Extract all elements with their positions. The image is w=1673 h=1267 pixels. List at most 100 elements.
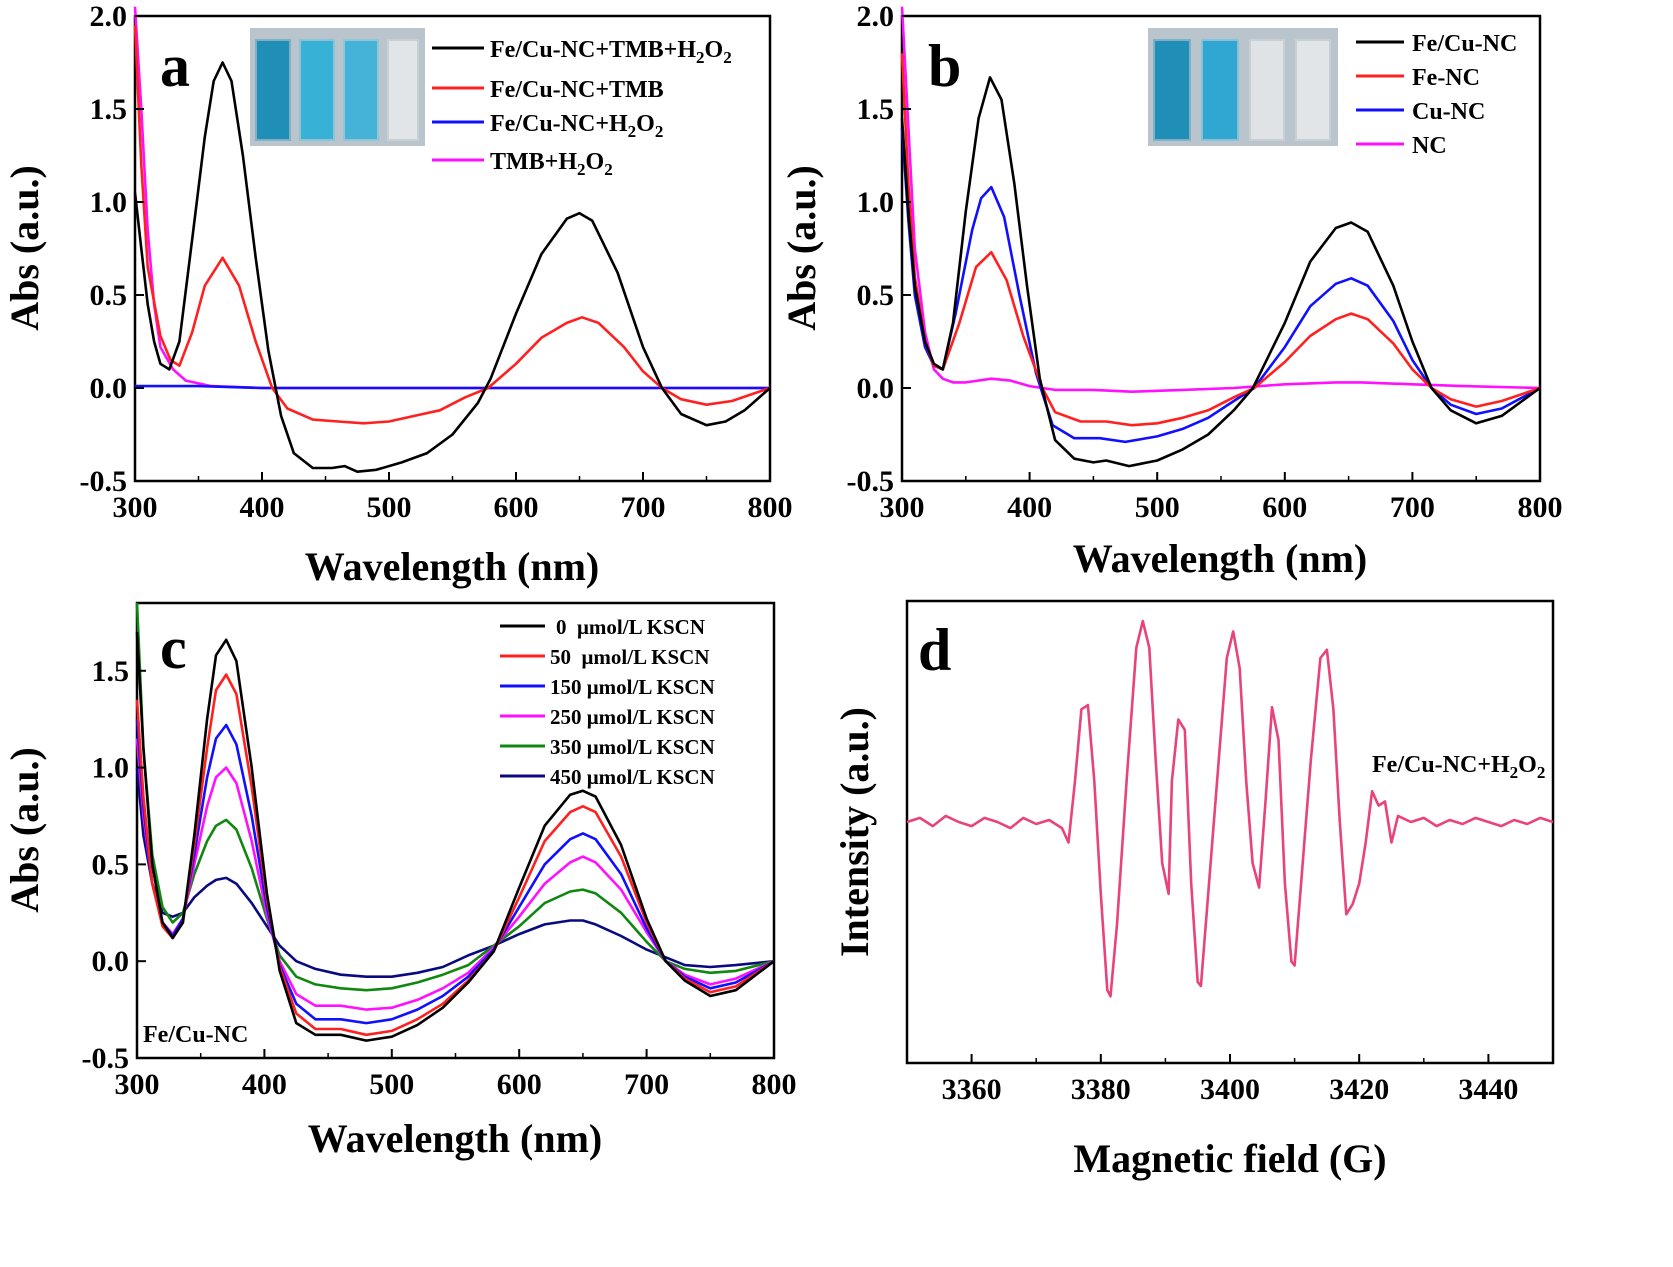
legend-label-c-6: 450 μmol/L KSCN: [550, 765, 715, 789]
panel-a-legend: Fe/Cu-NC+TMB+H2O2 Fe/Cu-NC+TMB Fe/Cu-NC+…: [432, 37, 732, 179]
x-tick-label: 700: [1390, 491, 1435, 524]
y-tick-label: 1.0: [857, 186, 895, 219]
panel-b-letter: b: [928, 33, 961, 99]
series-line-c-6: [135, 767, 775, 978]
y-tick-label: 1.5: [92, 655, 130, 688]
x-tick-label: 3400: [1200, 1073, 1260, 1106]
panel-c-annotation: Fe/Cu-NC: [143, 1022, 248, 1048]
x-tick-label: 3420: [1329, 1073, 1389, 1106]
y-tick-label: 0.5: [90, 279, 128, 312]
legend-label-b-1: Fe/Cu-NC: [1412, 31, 1517, 57]
panel-c: 300 400 500 600 700 800 -0.5 0.0 0.5 1.0 1.5 c 0 μ…: [2, 601, 797, 1161]
panel-b-legend: Fe/Cu-NC Fe-NC Cu-NC NC: [1356, 31, 1517, 159]
x-tick-label: 3440: [1458, 1073, 1518, 1106]
panel-d: 3360 3380 3400 3420 3440 d Fe/Cu-NC+H2O2 Mag…: [832, 599, 1555, 1181]
panel-d-ticks: 3360 3380 3400 3420 3440: [906, 1054, 1554, 1106]
legend-label-b-4: NC: [1412, 133, 1447, 159]
y-tick-label: 0.0: [92, 945, 130, 978]
legend-label-c-5: 350 μmol/L KSCN: [550, 735, 715, 759]
panel-c-xlabel: Wavelength (nm): [308, 1116, 602, 1161]
panel-b-ticks: 300 400 500 600 700 800 -0.5 0.0 0.5 1.0 1.5 2.0: [847, 0, 1563, 524]
series-line-a-3: [135, 384, 770, 390]
panel-d-plot-frame: [905, 599, 1555, 1065]
panel-c-letter: c: [160, 615, 187, 681]
cuvette-3: [343, 39, 379, 141]
panel-d-series: [906, 619, 1554, 998]
panel-b-ylabel: Abs (a.u.): [779, 165, 824, 331]
x-tick-label: 800: [752, 1068, 797, 1101]
series-line-b-2: [900, 53, 1541, 427]
x-tick-label: 300: [113, 491, 158, 524]
x-tick-label: 600: [1262, 491, 1307, 524]
cuvette-4: [387, 39, 419, 141]
y-tick-label: 0.0: [90, 372, 128, 405]
panel-a-ylabel: Abs (a.u.): [2, 165, 47, 331]
y-tick-label: -0.5: [80, 465, 128, 498]
x-tick-label: 500: [367, 491, 412, 524]
legend-label-c-2: 50 μmol/L KSCN: [550, 645, 710, 669]
x-tick-label: 700: [624, 1068, 669, 1101]
panel-a-plot-frame: [133, 14, 772, 483]
legend-label-c-4: 250 μmol/L KSCN: [550, 705, 715, 729]
panel-d-letter: d: [918, 617, 951, 683]
legend-label-a-1: Fe/Cu-NC+TMB+H2O2: [490, 37, 732, 67]
panel-a: 300 400 500 600 700 800-0.50.00.51.01.52.0 a …: [2, 0, 793, 589]
y-tick-label: 1.5: [857, 93, 895, 126]
x-tick-label: 500: [369, 1068, 414, 1101]
y-tick-label: 2.0: [857, 0, 895, 33]
legend-label-a-2: Fe/Cu-NC+TMB: [490, 77, 664, 103]
legend-label-a-3: Fe/Cu-NC+H2O2: [490, 111, 663, 141]
y-tick-label: -0.5: [847, 465, 895, 498]
x-tick-label: 800: [1518, 491, 1563, 524]
cuvette-4: [1295, 39, 1331, 141]
panel-c-ylabel: Abs (a.u.): [2, 747, 47, 913]
panel-a-xlabel: Wavelength (nm): [305, 544, 599, 589]
panel-c-plot-frame: [135, 601, 776, 1060]
x-tick-label: 400: [242, 1068, 287, 1101]
x-tick-label: 3380: [1071, 1073, 1131, 1106]
series-line-c-1: [135, 631, 775, 1042]
legend-label-b-3: Cu-NC: [1412, 99, 1485, 125]
x-tick-label: 600: [494, 491, 539, 524]
cuvette-2: [299, 39, 335, 141]
x-tick-label: 400: [1007, 491, 1052, 524]
cuvette-2: [1201, 39, 1239, 141]
x-tick-label: 700: [621, 491, 666, 524]
panel-d-annotation: Fe/Cu-NC+H2O2: [1372, 752, 1545, 782]
panel-c-ticks: 300 400 500 600 700 800 -0.5 0.0 0.5 1.0 1.5: [82, 655, 797, 1101]
x-tick-label: 3360: [942, 1073, 1002, 1106]
panel-c-legend: 0 μmol/L KSCN 50 μmol/L KSCN 150 μmol/L …: [500, 615, 715, 789]
y-tick-label: 1.5: [90, 93, 128, 126]
series-line-a-4: [133, 6, 770, 390]
panel-b-series: [900, 6, 1541, 468]
y-tick-label: 2.0: [90, 0, 128, 33]
y-tick-label: 0.0: [857, 372, 895, 405]
panel-c-series: [135, 602, 775, 1042]
y-tick-label: 0.5: [857, 279, 895, 312]
panel-a-series: [133, 6, 771, 473]
x-tick-label: 400: [240, 491, 285, 524]
panel-a-letter: a: [160, 33, 190, 99]
panel-b-inset-photo: [1148, 28, 1338, 146]
panel-b-xlabel: Wavelength (nm): [1073, 536, 1367, 581]
cuvette-1: [1153, 39, 1191, 141]
y-tick-label: 1.0: [92, 752, 130, 785]
legend-label-b-2: Fe-NC: [1412, 65, 1480, 91]
y-tick-label: 0.5: [92, 848, 130, 881]
cuvette-1: [255, 39, 291, 141]
legend-label-a-4: TMB+H2O2: [490, 149, 613, 179]
series-line-d-1: [906, 619, 1554, 998]
series-line-a-1: [133, 61, 771, 473]
panel-a-inset-photo: [250, 28, 425, 146]
x-tick-label: 800: [748, 491, 793, 524]
y-tick-label: 1.0: [90, 186, 128, 219]
x-tick-label: 600: [497, 1068, 542, 1101]
y-tick-label: -0.5: [82, 1042, 130, 1075]
panel-b: 300 400 500 600 700 800-0.50.00.51.01.52.0 b …: [779, 0, 1563, 581]
x-tick-label: 300: [115, 1068, 160, 1101]
cuvette-3: [1249, 39, 1285, 141]
legend-label-c-3: 150 μmol/L KSCN: [550, 675, 715, 699]
x-tick-label: 300: [880, 491, 925, 524]
panel-a-ticks: 300 400 500 600 700 800 -0.5 0.0 0.5 1.0 1.5 2.0: [80, 0, 793, 524]
